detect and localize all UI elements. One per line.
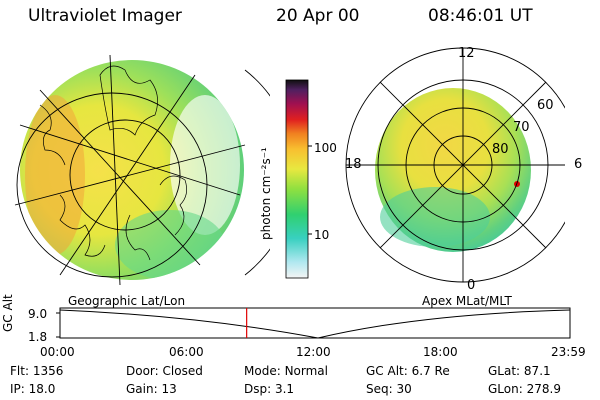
altitude-ylabel: GC Alt — [1, 294, 15, 332]
color-scale-bar — [285, 79, 312, 279]
polar-grid — [345, 47, 565, 283]
status-mode: Mode: Normal — [244, 364, 328, 378]
status-flt: Flt: 1356 — [10, 364, 64, 378]
mlt-label-18: 18 — [345, 157, 362, 172]
status-glon: GLon: 278.9 — [488, 382, 561, 396]
colorbar-tick-10: 10 — [314, 228, 330, 242]
altitude-curve — [59, 309, 571, 339]
time-label: 08:46:01 UT — [428, 6, 533, 26]
coastlines — [39, 65, 187, 261]
mlt-label-12: 12 — [458, 46, 475, 61]
geo-plot-title: Geographic Lat/Lon — [68, 294, 186, 308]
status-gain: Gain: 13 — [126, 382, 177, 396]
colorbar-tick-100: 100 — [314, 141, 337, 155]
geo-grid — [14, 54, 270, 286]
status-door: Door: Closed — [126, 364, 203, 378]
colorbar-unit-label: photon cm⁻²s⁻¹ — [259, 147, 273, 240]
altitude-track-plot — [56, 307, 571, 339]
mlat-label-60: 60 — [537, 98, 554, 113]
status-seq: Seq: 30 — [366, 382, 412, 396]
time-tick-0000: 00:00 — [40, 345, 75, 359]
aurora-image-polar — [375, 88, 531, 252]
mlt-label-0: 0 — [467, 278, 476, 293]
altitude-ytick-9: 9.0 — [28, 307, 48, 321]
altitude-ytick-1-8: 1.8 — [28, 330, 48, 344]
polar-plot-title: Apex MLat/MLT — [422, 294, 512, 308]
status-dsp: Dsp: 3.1 — [244, 382, 295, 396]
status-glat: GLat: 87.1 — [488, 364, 551, 378]
time-tick-1200: 12:00 — [296, 345, 331, 359]
time-tick-2359: 23:59 — [551, 345, 586, 359]
geographic-map — [14, 54, 270, 286]
status-ip: IP: 18.0 — [10, 382, 56, 396]
mlat-label-70: 70 — [513, 120, 530, 135]
status-gc-alt: GC Alt: 6.7 Re — [366, 364, 450, 378]
time-tick-1800: 18:00 — [423, 345, 458, 359]
polar-mlat-mlt-plot — [345, 47, 565, 283]
date-label: 20 Apr 00 — [276, 6, 360, 26]
mlat-label-80: 80 — [492, 142, 509, 157]
time-tick-0600: 06:00 — [169, 345, 204, 359]
mlt-label-6: 6 — [574, 157, 583, 172]
instrument-title: Ultraviolet Imager — [28, 6, 182, 26]
